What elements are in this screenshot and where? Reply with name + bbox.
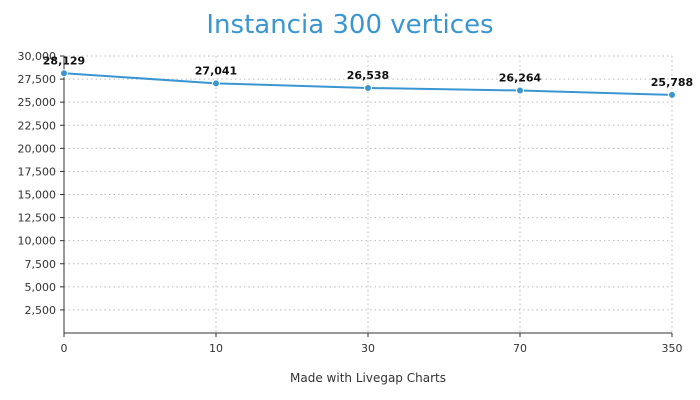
y-tick-label: 10,000 — [18, 235, 57, 248]
chart-title: Instancia 300 vertices — [206, 10, 494, 40]
data-point[interactable] — [60, 69, 68, 78]
y-tick-label: 27,500 — [18, 73, 57, 86]
data-point[interactable] — [212, 79, 220, 88]
y-tick-label: 7,500 — [25, 258, 57, 271]
axes — [60, 55, 673, 337]
y-tick-label: 5,000 — [25, 281, 57, 294]
data-point[interactable] — [668, 90, 676, 99]
x-tick-label: 10 — [209, 342, 223, 355]
data-points — [60, 69, 676, 99]
data-point[interactable] — [364, 83, 372, 92]
x-tick-label: 70 — [513, 342, 527, 355]
y-tick-label: 12,500 — [18, 212, 57, 225]
grid-lines — [63, 55, 673, 333]
y-tick-label: 30,000 — [18, 50, 57, 63]
x-tick-label: 0 — [61, 342, 68, 355]
y-tick-label: 2,500 — [25, 304, 57, 317]
y-tick-label: 15,000 — [18, 189, 57, 202]
data-label: 25,788 — [651, 76, 693, 89]
footer-credit: Made with Livegap Charts — [290, 371, 446, 385]
x-tick-label: 350 — [662, 342, 683, 355]
y-tick-label: 17,500 — [18, 165, 57, 178]
y-tick-label: 25,000 — [18, 96, 57, 109]
x-axis-tick-labels: 0 10 30 70 350 — [61, 342, 683, 355]
x-tick-label: 30 — [361, 342, 375, 355]
data-label: 26,538 — [347, 69, 389, 82]
data-label: 28,129 — [43, 54, 85, 67]
data-label: 26,264 — [499, 71, 542, 84]
y-tick-label: 22,500 — [18, 119, 57, 132]
data-label: 27,041 — [195, 64, 237, 77]
y-tick-label: 20,000 — [18, 142, 57, 155]
y-axis-tick-labels: 2,500 5,000 7,500 10,000 12,500 15,000 17,500 2… — [18, 50, 57, 317]
data-point[interactable] — [516, 86, 524, 95]
data-labels: 28,129 27,041 26,538 26,264 25,788 — [43, 54, 693, 89]
